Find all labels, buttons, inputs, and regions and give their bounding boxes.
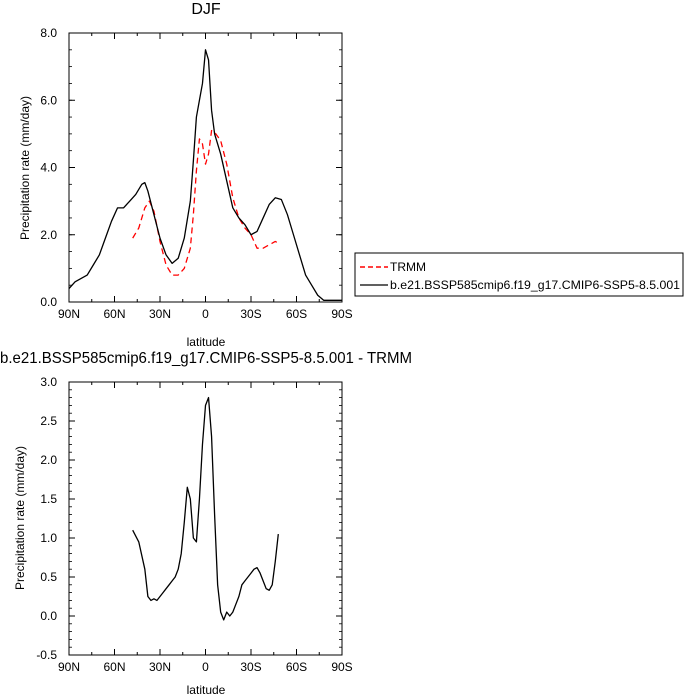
top-plot-area: 90N 60N 30N 0 30S 60S 90S 0.0 2.0 4.0 6.0 8.0 <box>40 26 352 321</box>
bottom-y-tick-label: 2.5 <box>40 414 57 428</box>
top-x-tick-label: 60N <box>103 307 125 321</box>
bottom-plot-area: 90N 60N 30N 0 30S 60S 90S -0.5 0.0 0.5 1.0 1.5 2.0 2.… <box>36 375 352 674</box>
top-x-tick-label: 90S <box>331 307 352 321</box>
bottom-x-tick-label: 60N <box>103 660 125 674</box>
bottom-x-tick-label: 30S <box>240 660 261 674</box>
legend-box <box>354 252 684 297</box>
top-x-tick-label: 0 <box>202 307 209 321</box>
top-x-tick-label: 30S <box>240 307 261 321</box>
top-y-tick-label: 0.0 <box>40 295 57 309</box>
top-y-axis-label: Precipitation rate (mm/day) <box>18 96 32 240</box>
top-chart-title: DJF <box>191 1 221 18</box>
bottom-y-tick-label: 1.0 <box>40 531 57 545</box>
top-y-tick-label: 2.0 <box>40 228 57 242</box>
bottom-x-tick-label: 90N <box>58 660 80 674</box>
bottom-x-tick-label: 90S <box>331 660 352 674</box>
top-panel: DJF 90N 60N 30N 0 30S 60S 90S 0.0 2.0 4.0 6.0 8.0 l… <box>18 1 353 349</box>
bottom-y-tick-label: 2.0 <box>40 453 57 467</box>
legend-label-trmm: TRMM <box>390 260 426 274</box>
bottom-plot-frame <box>68 381 343 656</box>
bottom-y-axis-label: Precipitation rate (mm/day) <box>13 446 27 590</box>
top-x-tick-label: 90N <box>58 307 80 321</box>
bottom-panel: b.e21.BSSP585cmip6.f19_g17.CMIP6-SSP5-8.… <box>0 350 412 697</box>
bottom-y-tick-label: -0.5 <box>36 648 57 662</box>
bottom-chart-title: b.e21.BSSP585cmip6.f19_g17.CMIP6-SSP5-8.… <box>0 350 412 367</box>
top-y-tick-label: 8.0 <box>40 26 57 40</box>
bottom-y-tick-label: 3.0 <box>40 375 57 389</box>
top-series-line-trmm <box>132 129 279 276</box>
bottom-y-tick-label: 0.5 <box>40 570 57 584</box>
bottom-x-tick-label: 60S <box>286 660 307 674</box>
top-series-line-model <box>68 49 342 301</box>
bottom-x-tick-label: 30N <box>149 660 171 674</box>
top-x-axis-label: latitude <box>187 335 226 349</box>
top-y-tick-label: 6.0 <box>40 93 57 107</box>
top-y-tick-label: 4.0 <box>40 161 57 175</box>
legend: TRMM b.e21.BSSP585cmip6.f19_g17.CMIP6-SS… <box>354 252 684 297</box>
bottom-y-tick-label: 1.5 <box>40 492 57 506</box>
legend-label-model: b.e21.BSSP585cmip6.f19_g17.CMIP6-SSP5-8.… <box>390 278 680 292</box>
bottom-x-tick-label: 0 <box>202 660 209 674</box>
top-x-tick-label: 60S <box>286 307 307 321</box>
bottom-series-line-difference <box>132 396 279 621</box>
top-x-tick-label: 30N <box>149 307 171 321</box>
bottom-y-tick-label: 0.0 <box>40 609 57 623</box>
bottom-x-axis-label: latitude <box>187 683 226 697</box>
